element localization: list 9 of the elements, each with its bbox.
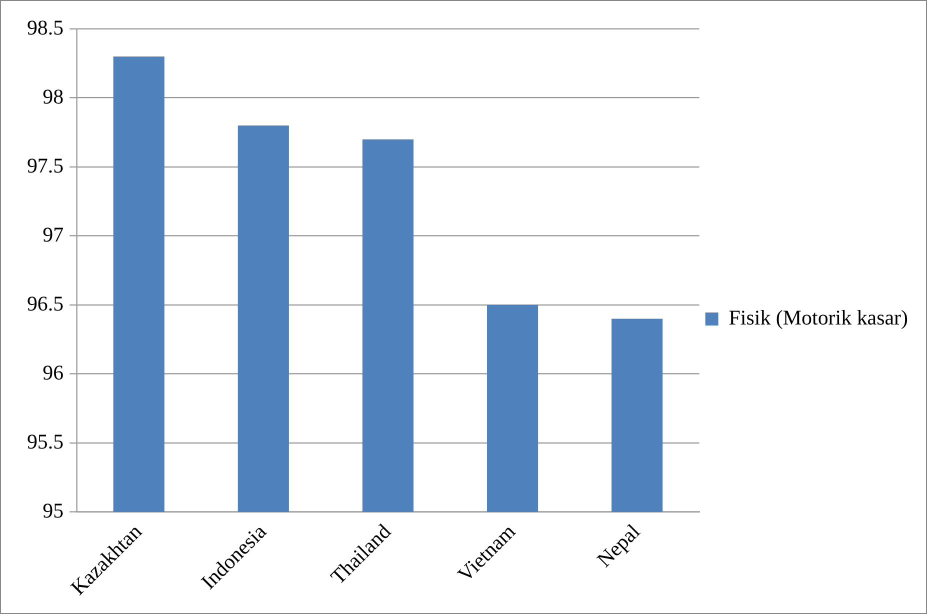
y-tick-label: 95 [42, 498, 64, 523]
y-tick-label: 98.5 [26, 15, 64, 40]
y-tick-label: 96.5 [26, 291, 64, 316]
y-tick-label: 96 [42, 360, 64, 384]
y-tick-label: 97.5 [26, 153, 64, 178]
y-tick-label: 97 [42, 222, 64, 246]
legend-label: Fisik (Motorik kasar) [728, 305, 908, 330]
y-tick-label: 98 [42, 84, 64, 108]
y-tick-label: 95.5 [26, 430, 64, 454]
